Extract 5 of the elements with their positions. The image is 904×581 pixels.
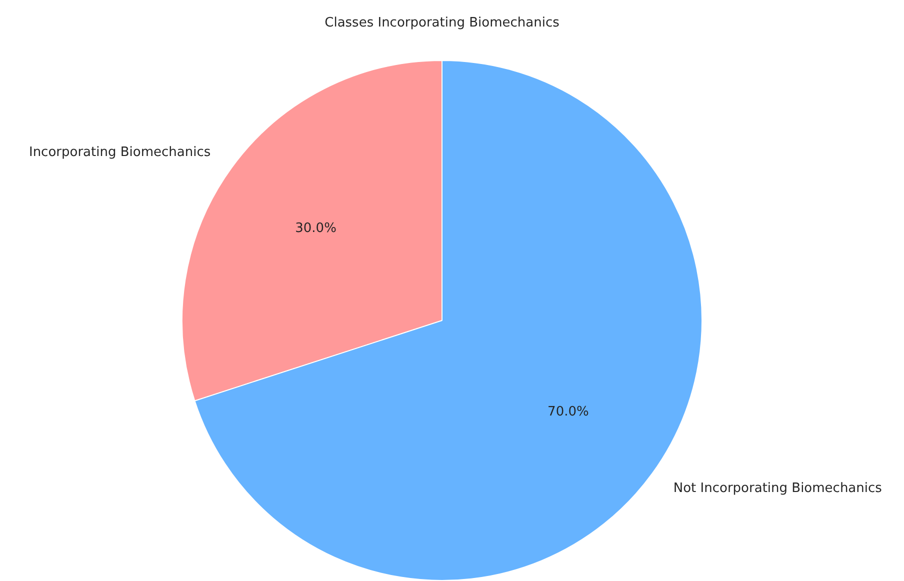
slice-label: Incorporating Biomechanics bbox=[28, 144, 211, 160]
data-label: 70.0% bbox=[548, 404, 589, 420]
data-label: 30.0% bbox=[295, 221, 336, 236]
chart-title: Classes Incorporating Biomechanics bbox=[324, 15, 560, 30]
slice-label: Not Incorporating Biomechanics bbox=[673, 480, 882, 496]
